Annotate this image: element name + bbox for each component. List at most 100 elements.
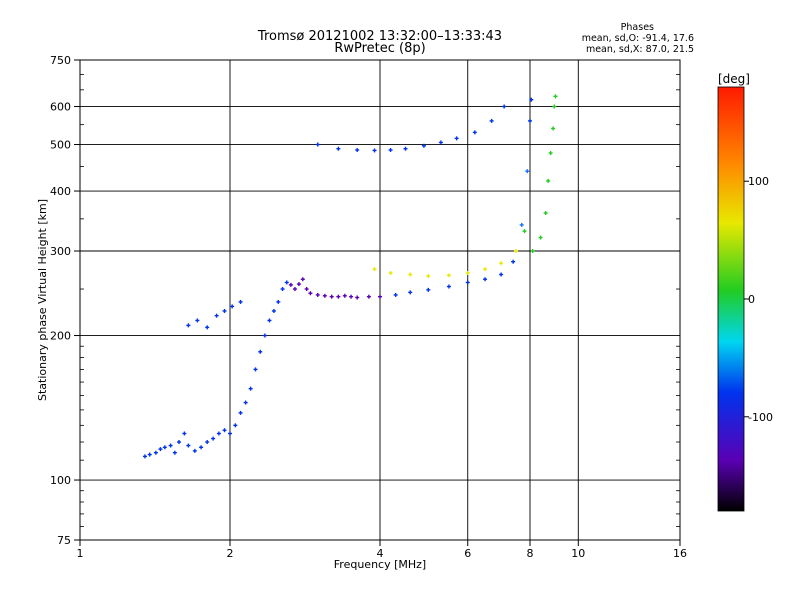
data-point — [499, 261, 504, 266]
data-point — [262, 333, 267, 338]
data-point — [388, 270, 393, 275]
data-point — [315, 142, 320, 147]
data-point — [511, 259, 516, 264]
data-point — [372, 267, 377, 272]
data-point — [205, 440, 210, 445]
data-point — [355, 295, 360, 300]
x-axis-ticks: 1 2 4 6 8 10 16 — [77, 540, 687, 560]
data-point — [543, 211, 548, 216]
y-tick-label: 100 — [50, 474, 71, 487]
data-point — [147, 452, 152, 457]
data-point — [243, 400, 248, 405]
data-point — [426, 274, 431, 279]
x-tick-label: 4 — [377, 547, 384, 560]
data-point — [489, 118, 494, 123]
y-axis-label: Stationary phase Virtual Height [km] — [36, 199, 49, 401]
data-point — [276, 299, 281, 304]
data-point — [514, 249, 519, 254]
x-tick-label: 2 — [227, 547, 234, 560]
data-point — [528, 118, 532, 123]
data-point — [222, 308, 227, 313]
y-tick-label: 400 — [50, 185, 71, 198]
data-point — [296, 282, 301, 287]
data-point — [538, 235, 543, 240]
data-point — [230, 304, 235, 309]
grid — [80, 60, 680, 540]
y-axis-ticks: 75 100 200 300 400 500 600 750 — [50, 54, 680, 547]
data-point — [248, 386, 253, 391]
data-point — [288, 282, 293, 287]
data-point — [465, 270, 470, 275]
data-point — [548, 151, 553, 156]
data-point — [522, 229, 527, 234]
data-point — [446, 273, 451, 278]
data-point — [238, 410, 243, 415]
data-point — [438, 140, 443, 145]
stats-line-o: mean, sd,O: -91.4, 17.6 — [582, 33, 694, 44]
colorbar-label: [deg] — [718, 72, 750, 86]
data-point — [186, 443, 191, 448]
data-point — [378, 294, 382, 299]
data-point — [426, 287, 431, 292]
data-point — [446, 284, 451, 289]
data-point — [483, 277, 488, 282]
data-point — [222, 428, 227, 433]
data-point — [502, 104, 507, 109]
y-tick-label: 500 — [50, 139, 71, 152]
y-tick-label: 600 — [50, 101, 71, 114]
y-tick-label: 200 — [50, 330, 71, 343]
data-point — [308, 291, 313, 296]
data-point — [546, 178, 551, 183]
data-point — [176, 440, 181, 445]
x-tick-label: 6 — [464, 547, 471, 560]
data-point — [292, 287, 297, 292]
data-point — [304, 287, 309, 292]
data-point — [168, 443, 173, 448]
data-point — [284, 280, 289, 285]
data-point — [172, 450, 177, 455]
data-point — [153, 450, 158, 455]
data-point — [186, 323, 191, 328]
stats-heading: Phases — [621, 22, 654, 33]
data-point — [267, 318, 272, 323]
data-point — [388, 148, 393, 153]
data-point — [238, 299, 243, 304]
x-tick-label: 8 — [527, 547, 534, 560]
data-point — [408, 290, 413, 295]
data-point — [329, 294, 334, 299]
data-point — [519, 222, 524, 227]
data-point — [403, 146, 408, 151]
data-point — [366, 294, 371, 299]
data-point — [336, 146, 341, 151]
data-point — [393, 292, 398, 297]
data-point — [530, 249, 535, 254]
data-point — [322, 293, 327, 298]
colorbar — [718, 87, 744, 511]
x-axis-label: Frequency [MHz] — [334, 558, 426, 571]
data-point — [421, 143, 426, 148]
data-point — [465, 280, 470, 285]
chart-title: Tromsø 20121002 13:32:00–13:33:43 — [257, 29, 502, 44]
y-tick-label: 300 — [50, 245, 71, 258]
data-point — [142, 454, 147, 459]
data-point — [280, 287, 285, 292]
data-point — [349, 294, 354, 299]
data-points — [142, 94, 558, 459]
data-point — [472, 130, 477, 135]
stats-line-x: mean, sd,X: 87.0, 21.5 — [586, 44, 694, 55]
data-point — [552, 104, 557, 109]
data-point — [233, 423, 238, 428]
colorbar-tick-label: -100 — [748, 411, 773, 424]
data-point — [553, 94, 558, 99]
data-point — [214, 313, 219, 318]
x-tick-label: 16 — [673, 547, 687, 560]
x-tick-label: 10 — [571, 547, 585, 560]
data-point — [216, 431, 221, 436]
data-point — [525, 169, 530, 174]
data-point — [158, 447, 163, 452]
data-point — [195, 318, 200, 323]
data-point — [372, 148, 377, 153]
data-point — [408, 272, 413, 277]
data-point — [551, 126, 556, 131]
